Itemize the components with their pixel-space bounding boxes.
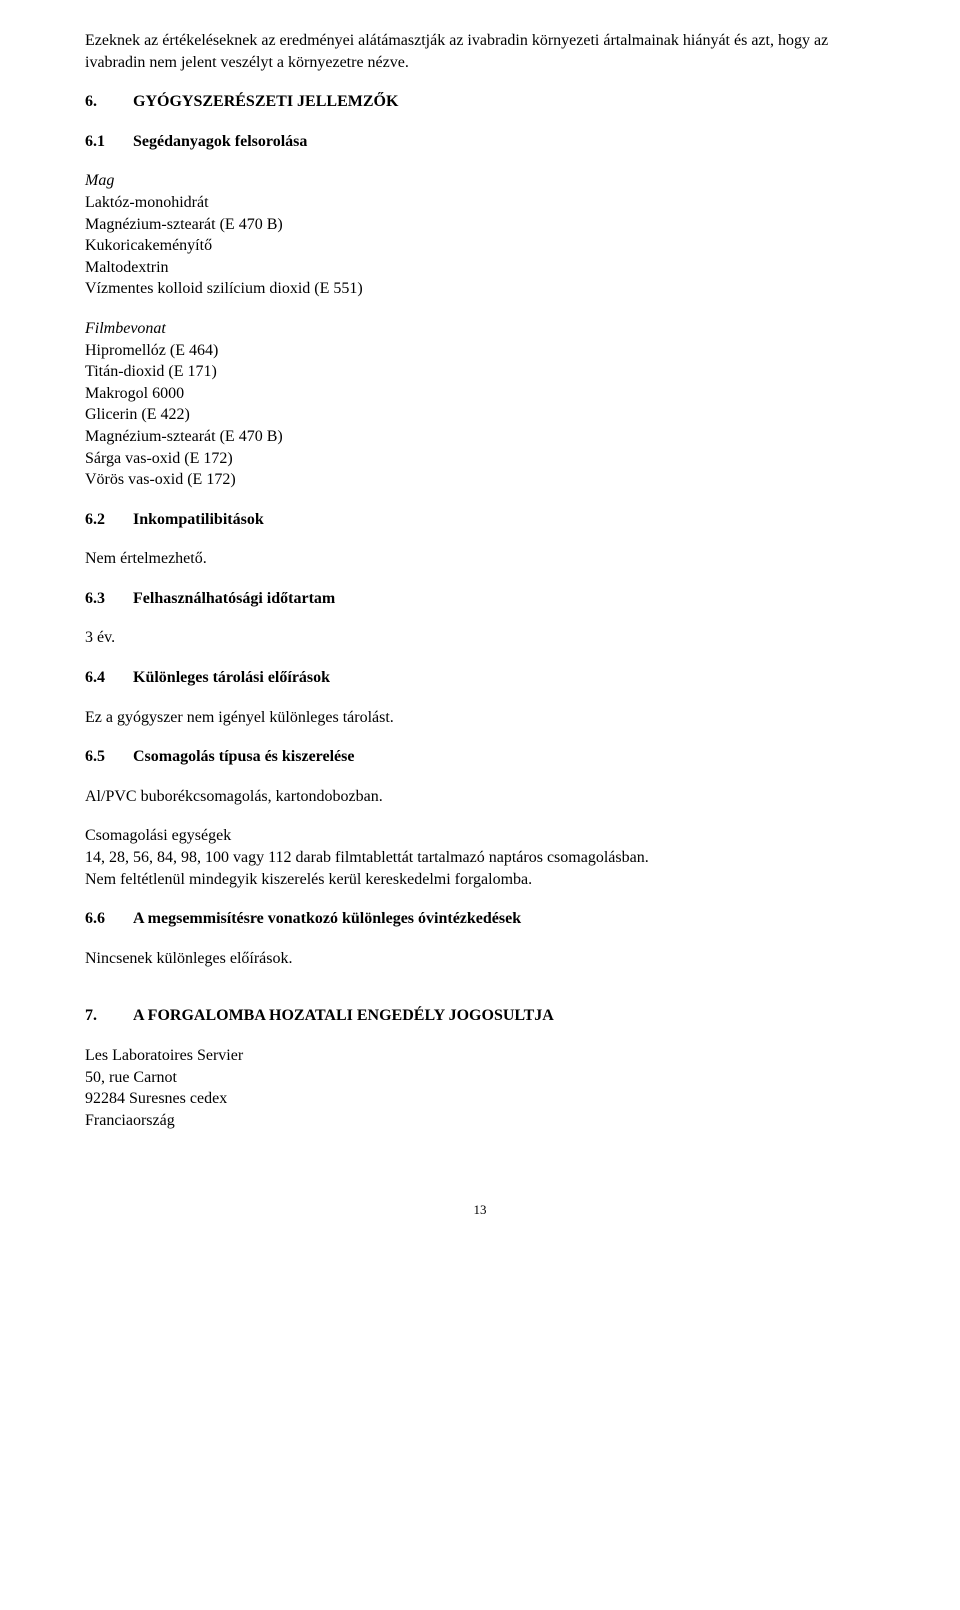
section-7-title: A FORGALOMBA HOZATALI ENGEDÉLY JOGOSULTJ… xyxy=(133,1007,554,1024)
section-6-1-num: 6.1 xyxy=(85,131,133,153)
section-6-2-num: 6.2 xyxy=(85,509,133,531)
packaging-units-line: 14, 28, 56, 84, 98, 100 vagy 112 darab f… xyxy=(85,847,875,869)
section-7-num: 7. xyxy=(85,1005,133,1027)
section-6-5-title: Csomagolás típusa és kiszerelése xyxy=(133,748,354,765)
page-number: 13 xyxy=(85,1201,875,1219)
intro-paragraph: Ezeknek az értékeléseknek az eredményei … xyxy=(85,30,875,73)
section-6-4-num: 6.4 xyxy=(85,667,133,689)
holder-line: 92284 Suresnes cedex xyxy=(85,1088,875,1110)
mag-item: Kukoricakeményítő xyxy=(85,235,875,257)
section-6-3-body: 3 év. xyxy=(85,627,875,649)
section-6-3-heading: 6.3Felhasználhatósági időtartam xyxy=(85,588,875,610)
section-6-1-title: Segédanyagok felsorolása xyxy=(133,133,307,150)
section-6-4-heading: 6.4Különleges tárolási előírások xyxy=(85,667,875,689)
mag-item: Magnézium-sztearát (E 470 B) xyxy=(85,214,875,236)
holder-line: Franciaország xyxy=(85,1110,875,1132)
section-6-6-heading: 6.6A megsemmisítésre vonatkozó különlege… xyxy=(85,908,875,930)
film-label: Filmbevonat xyxy=(85,318,875,340)
section-7-body: Les Laboratoires Servier 50, rue Carnot … xyxy=(85,1045,875,1131)
section-6-4-title: Különleges tárolási előírások xyxy=(133,669,330,686)
section-6-5-heading: 6.5Csomagolás típusa és kiszerelése xyxy=(85,746,875,768)
packaging-units-note: Nem feltétlenül mindegyik kiszerelés ker… xyxy=(85,869,875,891)
film-item: Makrogol 6000 xyxy=(85,383,875,405)
section-7-heading: 7.A FORGALOMBA HOZATALI ENGEDÉLY JOGOSUL… xyxy=(85,1005,875,1027)
section-6-3-title: Felhasználhatósági időtartam xyxy=(133,590,335,607)
mag-item: Vízmentes kolloid szilícium dioxid (E 55… xyxy=(85,278,875,300)
mag-item: Maltodextrin xyxy=(85,257,875,279)
section-6-num: 6. xyxy=(85,91,133,113)
section-6-5-num: 6.5 xyxy=(85,746,133,768)
film-item: Vörös vas-oxid (E 172) xyxy=(85,469,875,491)
film-block: Filmbevonat Hipromellóz (E 464) Titán-di… xyxy=(85,318,875,491)
section-6-2-body: Nem értelmezhető. xyxy=(85,548,875,570)
film-item: Glicerin (E 422) xyxy=(85,404,875,426)
section-6-3-num: 6.3 xyxy=(85,588,133,610)
holder-line: Les Laboratoires Servier xyxy=(85,1045,875,1067)
mag-item: Laktóz-monohidrát xyxy=(85,192,875,214)
mag-label: Mag xyxy=(85,170,875,192)
section-6-4-body: Ez a gyógyszer nem igényel különleges tá… xyxy=(85,707,875,729)
section-6-title: GYÓGYSZERÉSZETI JELLEMZŐK xyxy=(133,93,398,110)
section-6-heading: 6.GYÓGYSZERÉSZETI JELLEMZŐK xyxy=(85,91,875,113)
film-item: Magnézium-sztearát (E 470 B) xyxy=(85,426,875,448)
section-6-5-body1: Al/PVC buborékcsomagolás, kartondobozban… xyxy=(85,786,875,808)
section-6-1-heading: 6.1Segédanyagok felsorolása xyxy=(85,131,875,153)
section-6-6-title: A megsemmisítésre vonatkozó különleges ó… xyxy=(133,910,521,927)
packaging-units-label: Csomagolási egységek xyxy=(85,825,875,847)
section-6-2-heading: 6.2Inkompatilibitások xyxy=(85,509,875,531)
mag-block: Mag Laktóz-monohidrát Magnézium-sztearát… xyxy=(85,170,875,300)
section-6-6-body: Nincsenek különleges előírások. xyxy=(85,948,875,970)
holder-line: 50, rue Carnot xyxy=(85,1067,875,1089)
film-item: Hipromellóz (E 464) xyxy=(85,340,875,362)
film-item: Titán-dioxid (E 171) xyxy=(85,361,875,383)
section-6-2-title: Inkompatilibitások xyxy=(133,511,264,528)
section-6-5-body2: Csomagolási egységek 14, 28, 56, 84, 98,… xyxy=(85,825,875,890)
section-6-6-num: 6.6 xyxy=(85,908,133,930)
film-item: Sárga vas-oxid (E 172) xyxy=(85,448,875,470)
